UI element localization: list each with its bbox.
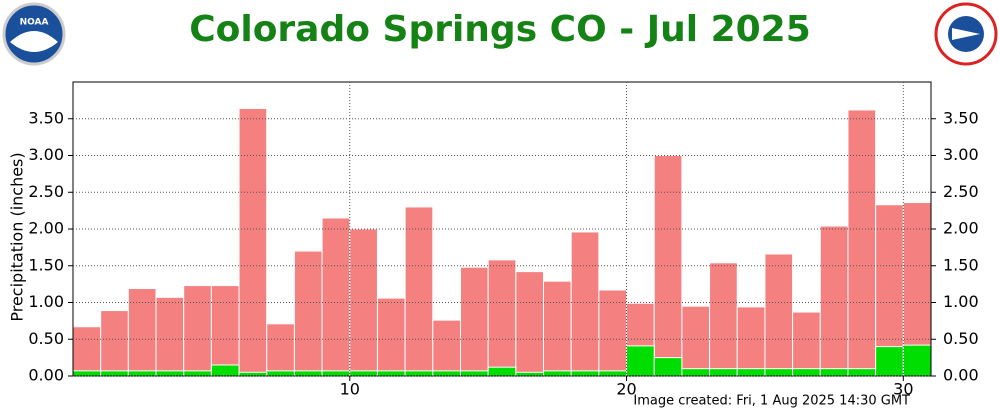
y-tick-label: 1.50 bbox=[28, 255, 64, 274]
bar bbox=[626, 345, 655, 377]
x-tick-label: 10 bbox=[340, 380, 360, 399]
bar bbox=[432, 319, 461, 377]
y-tick-label: 2.00 bbox=[943, 219, 979, 238]
bar bbox=[764, 368, 794, 377]
y-tick-label: 0.50 bbox=[28, 329, 64, 348]
y-tick-label: 1.00 bbox=[28, 292, 64, 311]
bar bbox=[183, 370, 212, 377]
chart-title: Colorado Springs CO - Jul 2025 bbox=[189, 9, 811, 50]
bar bbox=[598, 370, 628, 377]
bar bbox=[736, 368, 766, 377]
y-tick-label: 2.50 bbox=[28, 182, 64, 201]
bar bbox=[127, 288, 157, 377]
bar bbox=[238, 371, 268, 377]
bar bbox=[321, 217, 351, 377]
bar bbox=[653, 357, 683, 377]
bar bbox=[266, 370, 295, 377]
bar bbox=[515, 271, 545, 377]
bar bbox=[819, 225, 849, 377]
bar bbox=[543, 280, 572, 377]
bar bbox=[487, 259, 517, 377]
bar bbox=[432, 370, 461, 377]
bar bbox=[598, 289, 628, 377]
y-tick-label: 0.00 bbox=[943, 366, 979, 385]
y-tick-label: 0.00 bbox=[28, 366, 64, 385]
y-axis-label: Precipitation (inches) bbox=[8, 152, 27, 321]
bar bbox=[404, 206, 434, 377]
bar bbox=[515, 371, 545, 377]
bar bbox=[404, 370, 434, 377]
bar bbox=[238, 107, 268, 377]
bar bbox=[100, 310, 129, 377]
bar bbox=[376, 297, 406, 377]
bar bbox=[543, 370, 572, 377]
bar bbox=[847, 368, 877, 377]
x-tick-label: 30 bbox=[893, 380, 913, 399]
logo-text: NOAA bbox=[20, 18, 49, 28]
bar bbox=[847, 109, 877, 377]
bar bbox=[709, 262, 738, 377]
bar bbox=[293, 370, 323, 377]
bar bbox=[127, 370, 157, 377]
y-tick-label: 2.50 bbox=[943, 182, 979, 201]
bar bbox=[293, 250, 323, 377]
x-tick-label: 20 bbox=[616, 380, 636, 399]
bar bbox=[487, 366, 517, 377]
bar bbox=[902, 344, 932, 377]
bar bbox=[819, 368, 849, 377]
y-tick-label: 3.00 bbox=[28, 145, 64, 164]
bar bbox=[681, 305, 711, 377]
y-tick-label: 1.50 bbox=[943, 255, 979, 274]
y-tick-label: 1.00 bbox=[943, 292, 979, 311]
y-tick-label: 0.50 bbox=[943, 329, 979, 348]
bar bbox=[155, 370, 185, 377]
bar bbox=[570, 231, 600, 377]
bar bbox=[72, 326, 102, 377]
bar bbox=[570, 370, 600, 377]
bar bbox=[875, 346, 904, 377]
bar bbox=[681, 368, 711, 377]
plot-area bbox=[72, 107, 932, 377]
bar bbox=[266, 323, 295, 377]
bar bbox=[72, 370, 102, 377]
bar bbox=[709, 368, 738, 377]
bar bbox=[349, 370, 378, 377]
bar bbox=[376, 370, 406, 377]
bar bbox=[183, 285, 212, 377]
bar bbox=[100, 370, 129, 377]
bar bbox=[210, 285, 240, 377]
y-tick-label: 3.50 bbox=[943, 108, 979, 127]
bar bbox=[736, 306, 766, 377]
y-tick-label: 3.00 bbox=[943, 145, 979, 164]
noaa-logo: NOAA bbox=[2, 2, 66, 66]
bar bbox=[764, 253, 794, 377]
footer: Image created: Fri, 1 Aug 2025 14:30 GMT bbox=[633, 394, 910, 409]
bar bbox=[210, 364, 240, 377]
bar bbox=[459, 266, 489, 377]
bar bbox=[792, 368, 821, 377]
bar bbox=[155, 296, 185, 377]
nws-logo bbox=[934, 2, 998, 66]
bar bbox=[792, 311, 821, 377]
bar bbox=[321, 370, 351, 377]
y-tick-label: 2.00 bbox=[28, 219, 64, 238]
y-tick-label: 3.50 bbox=[28, 108, 64, 127]
bar bbox=[459, 370, 489, 377]
